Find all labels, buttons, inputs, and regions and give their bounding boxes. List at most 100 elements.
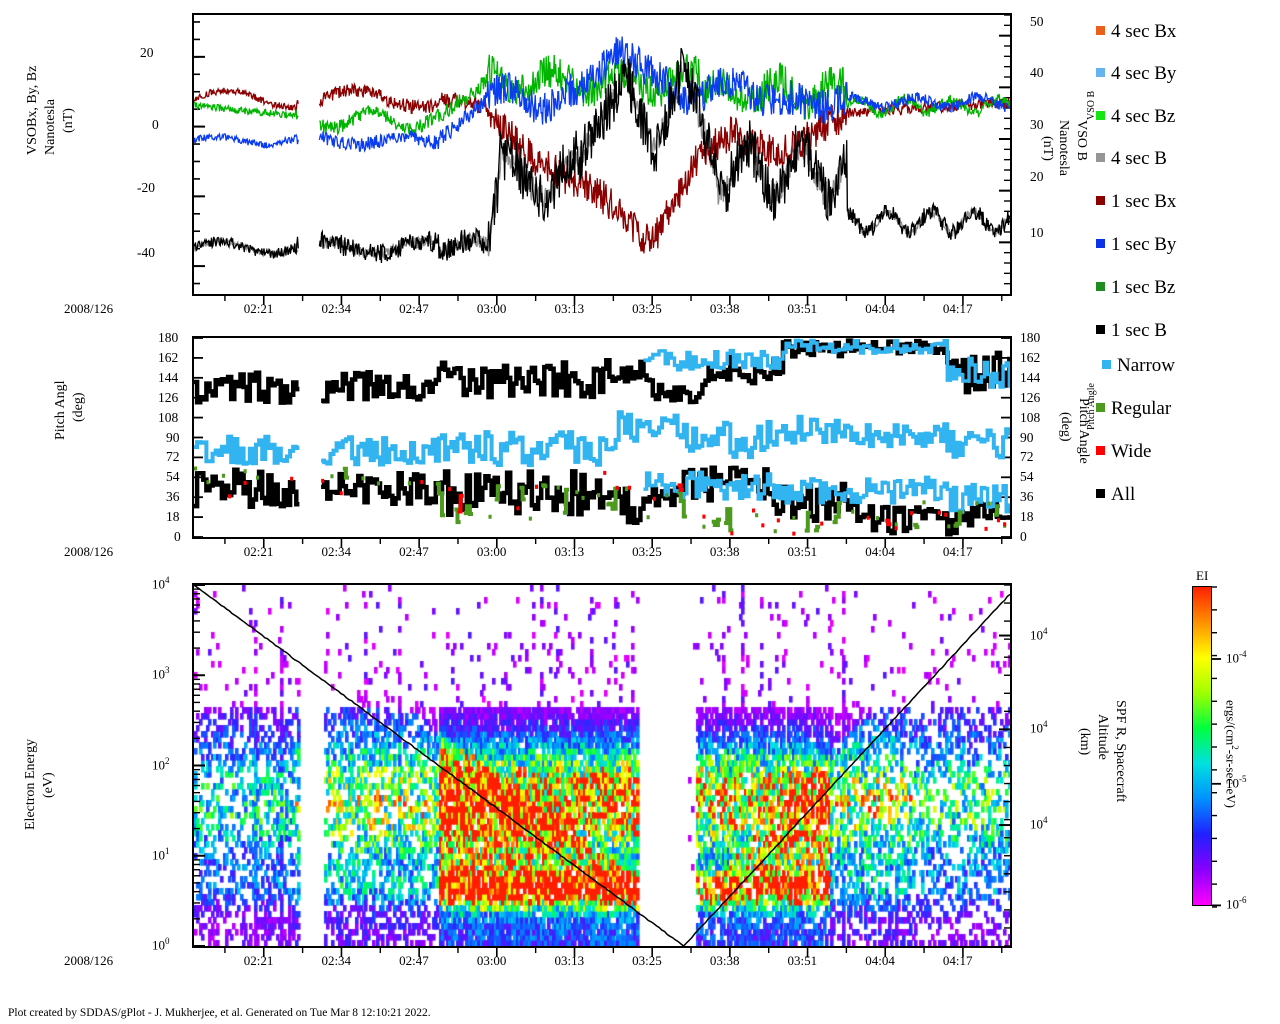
panel1-date-label: 2008/126 <box>64 301 114 316</box>
panel2-ytick-label-left: 54 <box>166 469 180 485</box>
legend-item-4-sec-by[interactable]: 4 sec By <box>1096 64 1176 83</box>
panel3-ytick-label-right: 104 <box>1030 719 1048 736</box>
legend-swatch-icon <box>1096 445 1105 455</box>
panel2-ytick-label-right: 162 <box>1020 349 1041 365</box>
panel-magnetic-field <box>192 13 1012 296</box>
legend-item-1-sec-bx[interactable]: 1 sec Bx <box>1096 192 1176 211</box>
legend-item-1-sec-b[interactable]: 1 sec B <box>1096 321 1167 340</box>
panel2-date-label: 2008/126 <box>64 544 114 559</box>
panel3-ytick-label-left: 104 <box>152 575 170 592</box>
panel1-ytick-0: 0 <box>152 117 159 132</box>
legend-label: 1 sec Bz <box>1111 277 1176 298</box>
xtick-label: 02:34 <box>321 544 352 559</box>
legend-item-1-sec-bz[interactable]: 1 sec Bz <box>1096 278 1175 297</box>
panel1-xticklabels: 02:21 02:34 02:47 03:00 03:13 03:25 03:38 03:51… <box>0 301 1280 321</box>
panel3-ytick-label-left: 103 <box>152 665 170 682</box>
panel3-xticks <box>224 948 1003 957</box>
panel2-ytick-label-left: 18 <box>166 509 180 525</box>
legend-swatch-icon <box>1096 402 1105 412</box>
legend-item-wide[interactable]: Wide <box>1096 442 1151 461</box>
xtick-label: 03:25 <box>632 953 662 968</box>
legend-swatch-icon <box>1096 195 1105 205</box>
panel1-ytick-20: 20 <box>140 45 154 60</box>
colorbar-ticklabels: 10-4 10-5 10-6 <box>1226 649 1247 912</box>
panel2-ytick-label-right: 36 <box>1020 489 1034 505</box>
panel1-ytick-r50: 50 <box>1030 14 1044 29</box>
panel-electron-spectrogram <box>192 583 1012 948</box>
legend-swatch-icon <box>1096 488 1105 498</box>
xtick-label: 04:04 <box>865 544 895 559</box>
panel2-ytick-label-right: 18 <box>1020 509 1034 525</box>
xtick-label: 02:34 <box>321 953 352 968</box>
panel2-ytick-label-right: 72 <box>1020 449 1034 465</box>
panel1-ytick-r10: 10 <box>1030 225 1044 240</box>
colorbar-tick-label: 10-5 <box>1226 773 1247 791</box>
legend-label: 4 sec Bx <box>1111 21 1177 42</box>
legend-item-4-sec-b[interactable]: 4 sec B <box>1096 149 1167 168</box>
xtick-label: 02:47 <box>399 544 429 559</box>
colorbar <box>1192 586 1212 906</box>
panel3-ytick-label-left: 100 <box>152 936 170 953</box>
xtick-label: 03:13 <box>554 544 585 559</box>
legend-item-4-sec-bx[interactable]: 4 sec Bx <box>1096 22 1176 41</box>
legend-label: 1 sec Bx <box>1111 191 1177 212</box>
legend-item-all[interactable]: All <box>1096 485 1135 504</box>
panel3-ytick-label-right: 104 <box>1030 625 1048 642</box>
legend-label: Regular <box>1111 398 1172 419</box>
panel3-ytick-label-right: 104 <box>1030 815 1048 832</box>
legend-swatch-icon <box>1102 359 1111 369</box>
xtick-label: 04:04 <box>865 301 895 316</box>
panel1-ytick-r40: 40 <box>1030 65 1044 80</box>
legend-group-vso-b-text: VSO B <box>1086 90 1097 120</box>
xtick-label: 03:38 <box>709 953 740 968</box>
pitch-angle-plot <box>194 338 1010 537</box>
xtick-label: 04:17 <box>942 544 973 559</box>
panel2-ytick-label-left: 0 <box>174 529 181 544</box>
panel1-ytick-r20: 20 <box>1030 169 1044 184</box>
legend-swatch-icon <box>1096 324 1105 334</box>
legend-label: Narrow <box>1117 355 1176 376</box>
xtick-label: 03:25 <box>632 301 662 316</box>
colorbar-tick-label: 10-6 <box>1226 895 1247 912</box>
panel2-yticklabels-right: 0 18 36 54 72 90 108 126 144 162 180 <box>1020 330 1041 544</box>
panel2-ytick-label-left: 144 <box>158 369 179 385</box>
xtick-label: 02:47 <box>399 301 429 316</box>
panel2-ytick-label-right: 180 <box>1020 330 1041 345</box>
spacecraft-altitude-trace <box>194 585 1010 946</box>
colorbar-unit-text-part2: -sr-sec-eV) <box>1223 749 1239 808</box>
legend-label: 1 sec By <box>1111 234 1177 255</box>
legend-item-1-sec-by[interactable]: 1 sec By <box>1096 235 1176 254</box>
xtick-label: 03:51 <box>787 953 818 968</box>
panel3-yticklabels-right: 104 104 104 <box>1030 625 1048 832</box>
colorbar-ticks <box>1212 586 1221 908</box>
legend-swatch-icon <box>1096 67 1105 77</box>
xtick-label: 03:38 <box>709 301 740 316</box>
xtick-label: 02:34 <box>321 301 352 316</box>
xtick-label: 03:51 <box>787 301 818 316</box>
magnetic-field-plot <box>194 15 1010 285</box>
legend-group-pitch-text: Pitch Angle <box>1086 383 1097 430</box>
panel2-ytick-label-left: 180 <box>158 330 179 345</box>
legend-item-regular[interactable]: Regular <box>1096 399 1171 418</box>
legend-label: 4 sec Bz <box>1111 106 1176 127</box>
panel2-yticklabels-left: 0 18 36 54 72 90 108 126 144 162 180 <box>0 0 192 560</box>
legend-swatch-icon <box>1096 281 1105 291</box>
legend-swatch-icon <box>1096 110 1105 120</box>
xtick-label: 03:00 <box>476 953 507 968</box>
legend-item-narrow[interactable]: Narrow <box>1102 356 1175 375</box>
panel2-ytick-label-left: 162 <box>158 349 179 365</box>
panel3-ytick-label-left: 101 <box>152 845 170 863</box>
legend-label: 4 sec By <box>1111 63 1177 84</box>
xtick-label: 02:21 <box>243 953 274 968</box>
panel3-yticklabels-left: 100 101 102 103 104 <box>0 0 192 1000</box>
legend-label: 4 sec B <box>1111 148 1167 169</box>
panel2-ytick-label-right: 144 <box>1020 369 1041 385</box>
xtick-label: 03:13 <box>554 301 585 316</box>
panel2-ytick-label-left: 108 <box>158 409 179 425</box>
panel3-xticklabels: 02:21 02:34 02:47 03:00 03:13 03:25 03:38 03:51… <box>0 953 1280 973</box>
xtick-label: 02:21 <box>243 544 274 559</box>
panel2-ytick-label-left: 36 <box>166 489 180 505</box>
legend-item-4-sec-bz[interactable]: 4 sec Bz <box>1096 107 1175 126</box>
legend-label: Wide <box>1111 441 1152 462</box>
panel2-ytick-label-right: 108 <box>1020 409 1041 425</box>
